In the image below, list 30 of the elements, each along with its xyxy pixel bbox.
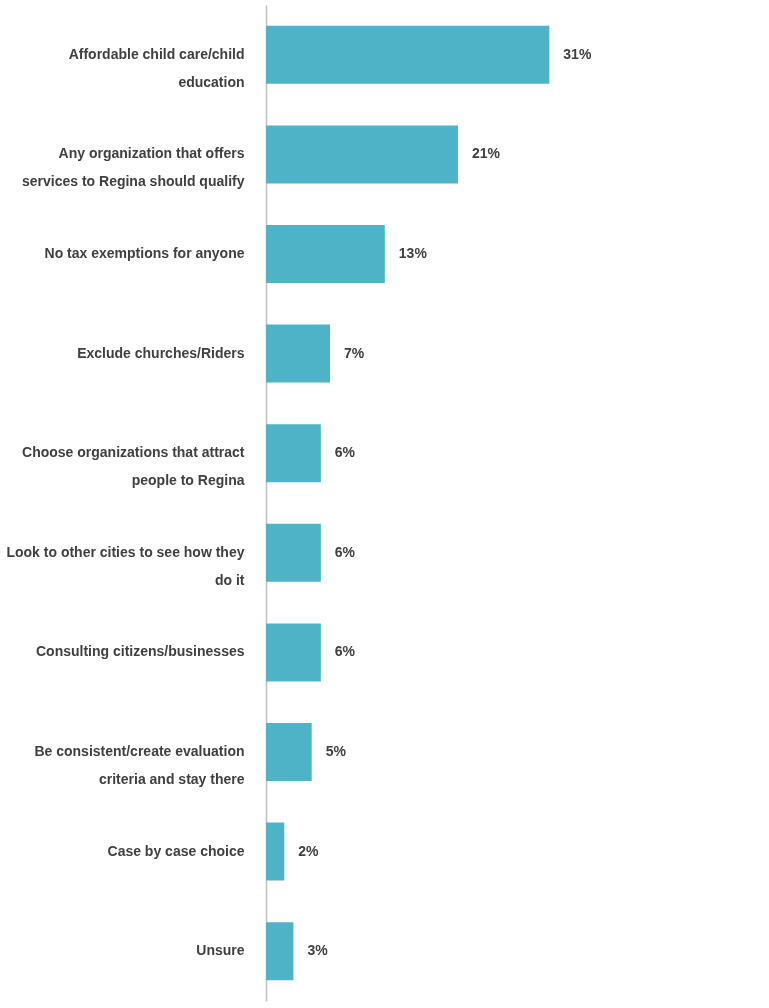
bar bbox=[266, 225, 385, 283]
y-tick-label: No tax exemptions for anyone bbox=[44, 245, 245, 261]
bar bbox=[266, 125, 458, 184]
data-label: 21% bbox=[471, 145, 501, 162]
data-label: 6% bbox=[334, 444, 356, 461]
data-label: 6% bbox=[334, 643, 356, 660]
bar bbox=[266, 324, 330, 383]
bar bbox=[266, 723, 312, 781]
data-label: 6% bbox=[334, 543, 356, 560]
bar bbox=[266, 922, 294, 981]
data-label: 2% bbox=[298, 842, 320, 859]
data-label: 31% bbox=[563, 45, 592, 62]
y-tick-label: Consulting citizens/businesses bbox=[36, 643, 245, 660]
y-tick-label: Affordable child care/child education bbox=[68, 45, 245, 90]
bar bbox=[266, 523, 321, 582]
bar bbox=[266, 822, 285, 881]
bar bbox=[266, 424, 321, 483]
y-tick-label: Case by case choice bbox=[107, 842, 245, 859]
bar bbox=[266, 25, 550, 84]
y-tick-label: Any organization that offers services to Regina should qualify bbox=[21, 145, 245, 190]
data-label: 13% bbox=[398, 245, 428, 261]
y-tick-label: Look to other cities to see how they do it bbox=[6, 543, 245, 588]
data-label: 3% bbox=[307, 942, 329, 959]
y-tick-label: Choose organizations that attract people to Regina bbox=[22, 444, 245, 489]
y-tick-label: Unsure bbox=[196, 942, 245, 959]
y-tick-label: Be consistent/create evaluation criteria and stay there bbox=[34, 743, 245, 787]
bar bbox=[266, 623, 321, 682]
data-label: 5% bbox=[325, 743, 347, 759]
y-tick-label: Exclude churches/Riders bbox=[77, 344, 245, 361]
data-label: 7% bbox=[343, 344, 365, 361]
